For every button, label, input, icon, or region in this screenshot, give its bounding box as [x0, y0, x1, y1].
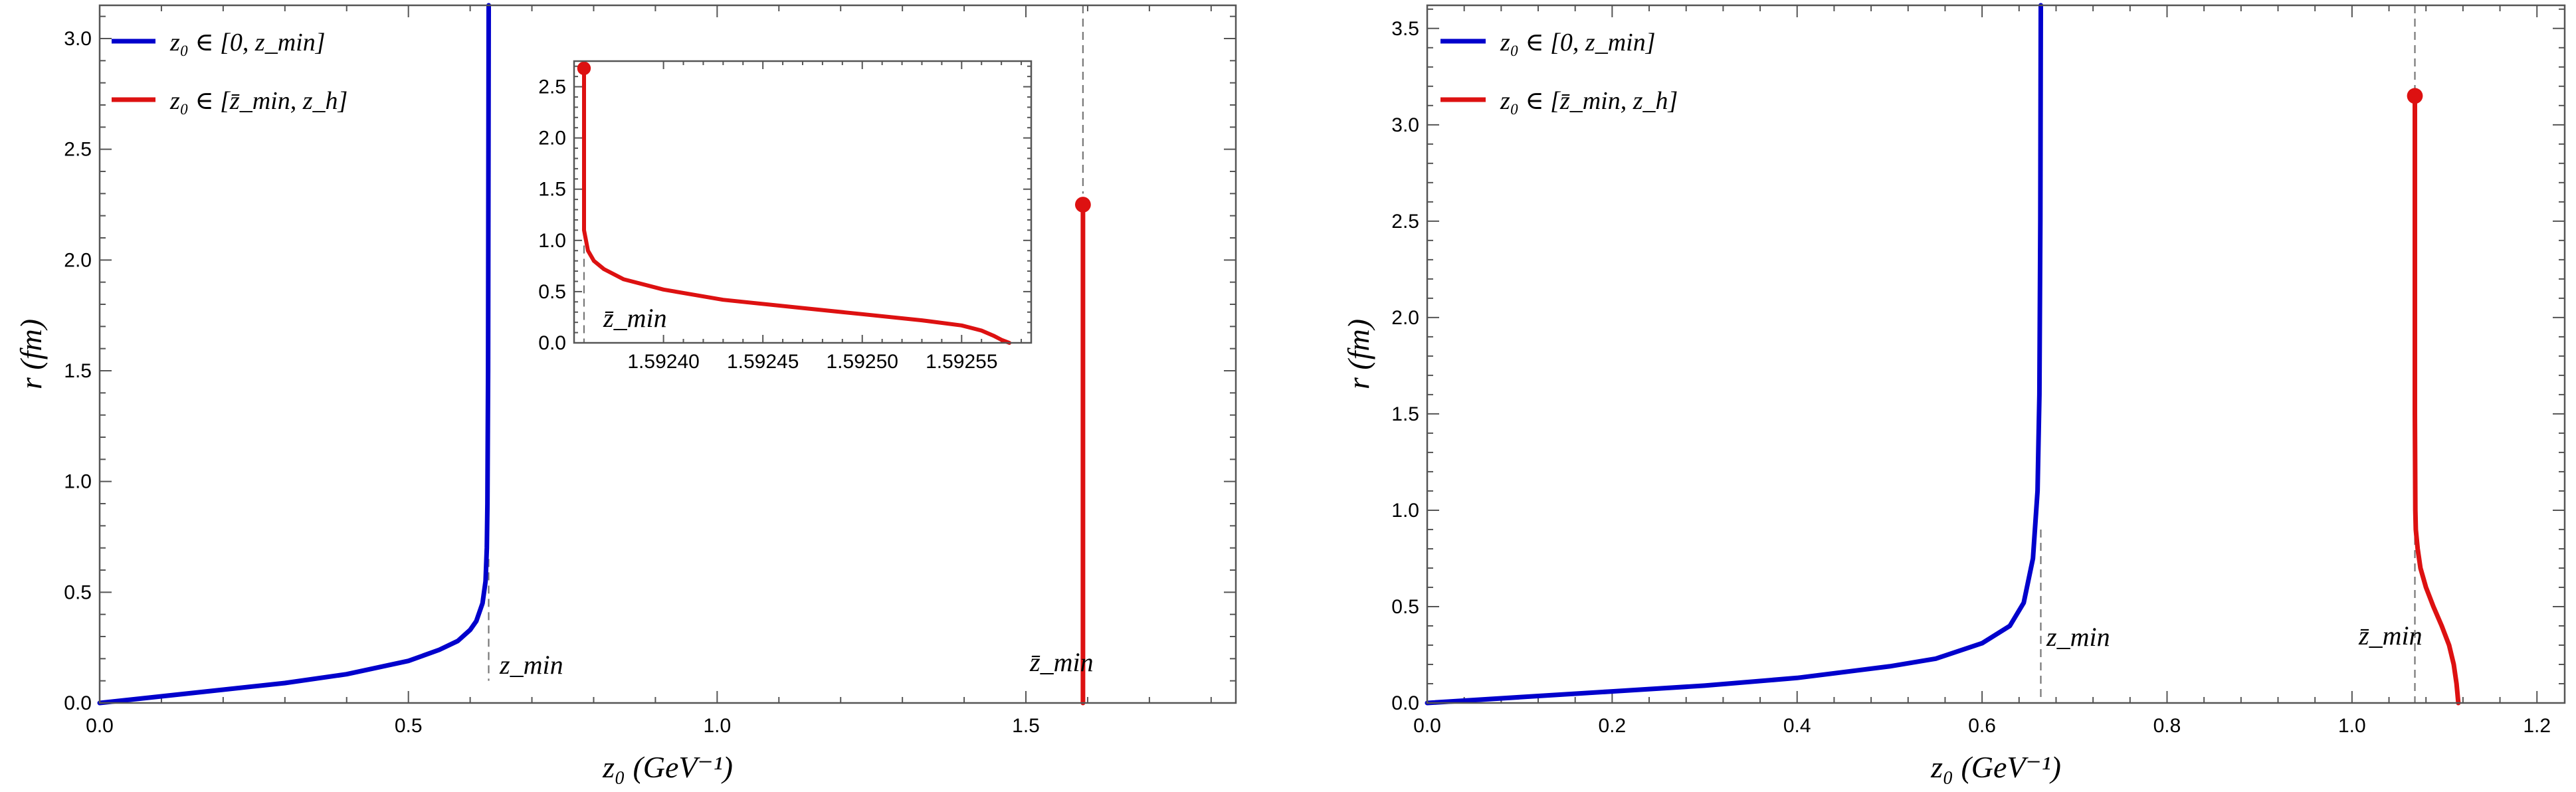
right-annotation-zbarmin: z̄_min: [2358, 621, 2423, 650]
l-y-tick-label: 1.0: [64, 471, 92, 493]
left-series-red-line-endpoint: [1074, 197, 1091, 213]
inset-series-red-line-endpoint: [577, 61, 591, 75]
i-x-tick-label: 1.59240: [627, 351, 699, 373]
right-annotation-zmin-text: z_min: [2046, 622, 2110, 652]
r-y-tick-label: 0.5: [1391, 596, 1419, 618]
left-tick-labels: 0.0 0.5 1.0 1.5 0.0 0.5 1.0 1.5 2.0 2.5 3.0: [64, 28, 1040, 737]
r-y-tick-label: 1.0: [1391, 500, 1419, 522]
left-legend-label-blue: z₀ ∈ [0, z_min]: [169, 29, 326, 56]
l-x-tick-label: 1.5: [1012, 715, 1040, 737]
left-chart-panel: 0.0 0.5 1.0 1.50.00.51.01.52.02.53.0 z_min …: [14, 3, 1237, 784]
i-y-tick-label: 2.0: [538, 128, 566, 149]
inset-series-line: [577, 61, 1012, 345]
left-annotation-zbarmin-text: z̄_min: [1029, 647, 1094, 677]
inset-annotation-text: z̄_min: [603, 303, 667, 333]
r-x-tick-label: 0.6: [1968, 715, 1996, 737]
right-series-red-line: [2413, 93, 2461, 706]
left-x-axis-title: z₀ (GeV⁻¹): [602, 750, 733, 784]
i-x-tick-label: 1.59255: [926, 351, 997, 373]
right-y-axis-title: r (fm): [1341, 319, 1375, 389]
right-chart-panel: 0.0 0.2 0.4 0.6 0.8 1.0 1.2 0.0 0.5 1.0 1.5 2.0 2.5 3…: [1341, 3, 2566, 784]
l-x-tick-label: 0.0: [86, 715, 114, 737]
i-x-tick-label: 1.59250: [827, 351, 898, 373]
left-series-lines: [97, 3, 1091, 706]
l-y-tick-label: 3.0: [64, 28, 92, 50]
r-y-tick-label: 2.0: [1391, 307, 1419, 329]
left-legend: z₀ ∈ [0, z_min] z₀ ∈ [z̄_min, z_h]: [112, 29, 347, 115]
r-y-tick-label: 1.5: [1391, 403, 1419, 425]
left-annotation-zbarmin: z̄_min: [1029, 647, 1094, 677]
right-annotation-zmin: z_min: [2046, 622, 2110, 652]
r-y-tick-label: 0.0: [1391, 692, 1419, 714]
left-guide-lines: [488, 5, 1084, 681]
l-y-tick-label: 2.5: [64, 139, 92, 161]
left-legend-label-red: z₀ ∈ [z̄_min, z_h]: [169, 87, 347, 115]
i-y-tick-label: 0.0: [538, 332, 566, 354]
right-series-lines: [1425, 3, 2461, 706]
right-series-blue-line: [1425, 3, 2043, 706]
inset-tick-labels: 1.59240 1.59245 1.59250 1.59255 0.0 0.5 1.0 1.5…: [538, 76, 997, 373]
right-annotation-zbarmin-text: z̄_min: [2358, 621, 2423, 650]
right-legend: z₀ ∈ [0, z_min] z₀ ∈ [z̄_min, z_h]: [1440, 29, 1678, 115]
l-x-tick-label: 0.5: [395, 715, 423, 737]
left-annotation-zmin-text: z_min: [499, 650, 563, 680]
right-series-red-line-endpoint: [2407, 88, 2423, 104]
l-y-tick-label: 0.5: [64, 581, 92, 603]
i-y-tick-label: 1.5: [538, 179, 566, 201]
i-y-tick-label: 1.0: [538, 230, 566, 252]
inset-series-red-line: [582, 66, 1012, 345]
r-x-tick-label: 0.4: [1783, 715, 1811, 737]
inset-plot: 1.59240 1.59245 1.59250 1.59255 0.0 0.5 1.0 1.5…: [538, 60, 1033, 373]
r-y-tick-label: 3.5: [1391, 18, 1419, 40]
right-legend-label-red: z₀ ∈ [z̄_min, z_h]: [1500, 87, 1678, 115]
r-x-tick-label: 0.8: [2153, 715, 2181, 737]
l-y-tick-label: 0.0: [64, 692, 92, 714]
right-tick-labels: 0.0 0.2 0.4 0.6 0.8 1.0 1.2 0.0 0.5 1.0 1.5 2.0 2.5 3…: [1391, 18, 2551, 737]
l-y-tick-label: 1.5: [64, 360, 92, 382]
r-y-tick-label: 3.0: [1391, 114, 1419, 136]
right-x-axis-title: z₀ (GeV⁻¹): [1930, 750, 2061, 784]
r-y-tick-label: 2.5: [1391, 211, 1419, 233]
inset-frame: [573, 60, 1033, 344]
r-x-tick-label: 0.0: [1413, 715, 1441, 737]
left-y-axis-title: r (fm): [14, 319, 48, 389]
i-y-tick-label: 0.5: [538, 281, 566, 303]
right-legend-label-blue: z₀ ∈ [0, z_min]: [1500, 29, 1656, 56]
l-y-tick-label: 2.0: [64, 249, 92, 271]
i-y-tick-label: 2.5: [538, 76, 566, 98]
i-x-tick-label: 1.59245: [727, 351, 799, 373]
left-annotation-zmin: z_min: [499, 650, 563, 680]
l-x-tick-label: 1.0: [703, 715, 731, 737]
left-series-blue-line: [97, 3, 491, 706]
r-x-tick-label: 1.2: [2523, 715, 2551, 737]
r-x-tick-label: 0.2: [1599, 715, 1627, 737]
r-x-tick-label: 1.0: [2338, 715, 2366, 737]
left-plot-frame: [98, 4, 1237, 704]
right-plot-frame: [1426, 4, 2566, 704]
